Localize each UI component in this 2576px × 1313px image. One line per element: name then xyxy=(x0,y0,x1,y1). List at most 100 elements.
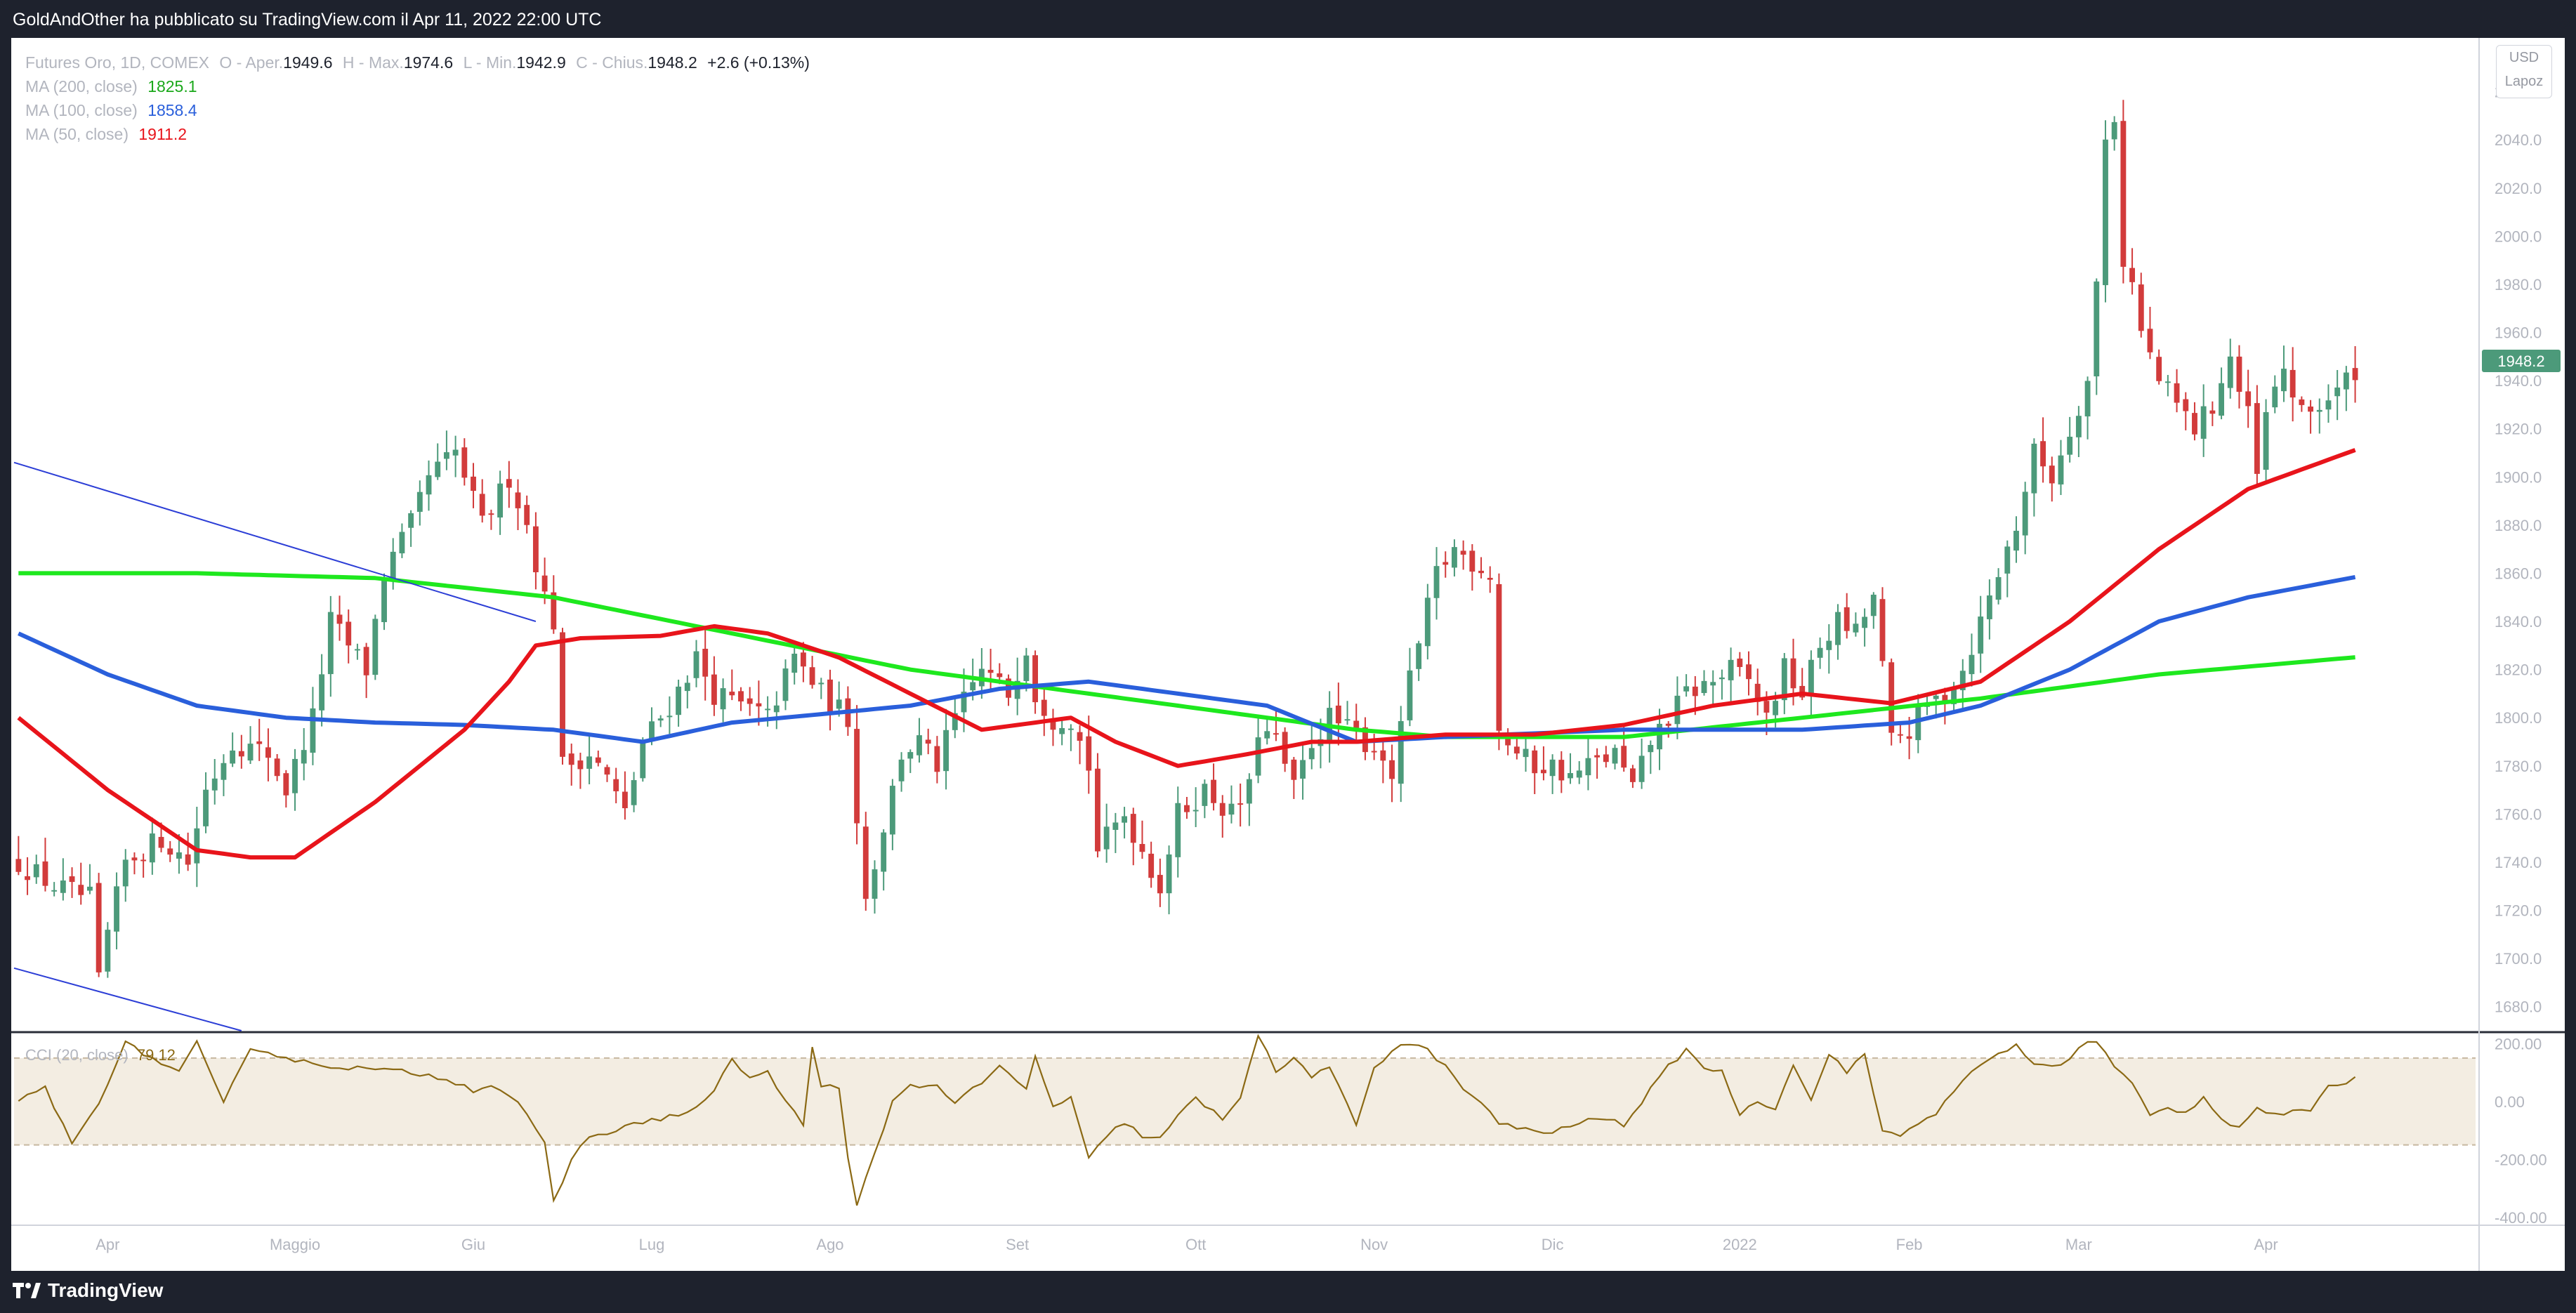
candle-body xyxy=(1032,655,1039,703)
candle-body xyxy=(1273,733,1279,735)
candle-body xyxy=(265,747,271,758)
price-tick-label: 1940.0 xyxy=(2495,372,2542,390)
candle-body xyxy=(1300,760,1306,779)
candle-body xyxy=(2299,399,2305,405)
legend-low-label: L - Min. xyxy=(463,53,517,72)
candle-body xyxy=(613,779,619,791)
candle-body xyxy=(247,744,254,761)
candle-body xyxy=(2049,466,2055,484)
candle-body xyxy=(1594,755,1601,758)
candle-body xyxy=(2129,268,2136,282)
candle-body xyxy=(765,708,771,711)
candle-body xyxy=(1246,779,1252,804)
candle-body xyxy=(122,859,129,887)
price-tick-label: 1980.0 xyxy=(2495,276,2542,293)
candle-body xyxy=(756,703,762,707)
candle-body xyxy=(390,551,396,581)
cci-tick-label: -200.00 xyxy=(2495,1151,2547,1168)
candle-body xyxy=(1157,875,1163,894)
cci-tick-label: -400.00 xyxy=(2495,1209,2547,1227)
candle-body xyxy=(131,857,138,861)
candle-body xyxy=(1059,727,1065,734)
legend-ma50-label: MA (50, close) xyxy=(25,125,129,143)
cci-layer xyxy=(14,1034,2476,1206)
trendline xyxy=(13,967,242,1031)
candle-body xyxy=(497,483,504,518)
candle-body xyxy=(51,890,58,892)
candle-body xyxy=(1014,680,1020,699)
candle-body xyxy=(1915,706,1921,741)
candle-body xyxy=(114,886,119,932)
candle-body xyxy=(2022,491,2028,536)
scale-label: Lapoz xyxy=(2504,74,2544,89)
candle-body xyxy=(1380,750,1386,761)
candle-body xyxy=(1808,659,1814,695)
time-tick-label: Apr xyxy=(2254,1236,2278,1253)
candle-body xyxy=(69,876,75,883)
candle-body xyxy=(1202,784,1208,806)
candle-body xyxy=(25,876,30,880)
legend-ma100-value: 1858.4 xyxy=(147,101,197,119)
candle-body xyxy=(577,760,584,770)
legend-ma50-row[interactable]: MA (50, close) 1911.2 xyxy=(25,122,810,146)
candle-body xyxy=(889,786,895,835)
time-tick-label: Dic xyxy=(1542,1236,1564,1253)
candle-body xyxy=(1969,654,1975,675)
candle-body xyxy=(809,667,815,685)
candle-body xyxy=(15,859,22,872)
candle-body xyxy=(782,668,789,701)
price-tick-label: 1760.0 xyxy=(2495,805,2542,823)
ma50-line xyxy=(17,448,2356,860)
candle-body xyxy=(2111,121,2117,140)
candle-body xyxy=(1728,659,1734,680)
candle-body xyxy=(87,886,93,891)
currency-selector[interactable]: USD Lapoz xyxy=(2496,45,2552,98)
candle-body xyxy=(881,832,887,872)
moving-averages-layer xyxy=(17,448,2356,860)
candle-body xyxy=(1041,699,1047,716)
candle-body xyxy=(221,763,227,780)
candle-body xyxy=(176,852,182,859)
candle-body xyxy=(898,759,905,781)
candle-body xyxy=(1683,686,1690,692)
candle-body xyxy=(1433,566,1440,598)
candle-body xyxy=(1888,662,1895,733)
candle-body xyxy=(2281,369,2287,392)
legend-change: +2.6 (+0.13%) xyxy=(707,53,810,72)
time-tick-label: Feb xyxy=(1896,1236,1923,1253)
candle-body xyxy=(1398,721,1404,784)
legend-high-value: 1974.6 xyxy=(403,53,454,72)
candle-body xyxy=(693,651,699,678)
candle-body xyxy=(595,757,601,763)
legend-ma200-row[interactable]: MA (200, close) 1825.1 xyxy=(25,74,810,98)
cci-legend[interactable]: CCI (20, close) 79.12 xyxy=(25,1046,176,1064)
last-price-tag xyxy=(2482,349,2561,372)
candle-body xyxy=(1175,803,1181,857)
time-tick-label: Ago xyxy=(816,1236,843,1253)
candle-body xyxy=(1933,695,1939,699)
candle-body xyxy=(2289,369,2296,398)
candle-body xyxy=(747,698,753,704)
candle-body xyxy=(461,447,468,478)
candle-body xyxy=(2004,546,2011,574)
candle-body xyxy=(1513,746,1520,754)
tradingview-brand[interactable]: TradingView xyxy=(13,1276,163,1305)
candle-body xyxy=(238,751,244,757)
price-tick-label: 1900.0 xyxy=(2495,468,2542,486)
candle-body xyxy=(1077,732,1083,741)
candle-body xyxy=(1112,822,1119,830)
legend-open-label: O - Aper. xyxy=(219,53,284,72)
candle-body xyxy=(1906,736,1912,739)
candle-body xyxy=(1879,599,1886,661)
candle-body xyxy=(1657,723,1662,750)
candle-body xyxy=(622,791,628,809)
trendline xyxy=(13,461,537,622)
time-tick-label: Ott xyxy=(1185,1236,1206,1253)
candle-body xyxy=(541,575,548,592)
brand-name: TradingView xyxy=(48,1279,164,1301)
legend-ma100-row[interactable]: MA (100, close) 1858.4 xyxy=(25,98,810,122)
candle-body xyxy=(2200,406,2207,439)
candle-body xyxy=(1959,671,1966,691)
candle-body xyxy=(640,741,646,779)
